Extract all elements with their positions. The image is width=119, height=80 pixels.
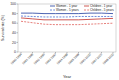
y-tick-label: 20 [12,41,16,45]
legend-swatch [84,10,89,11]
y-tick-label: 0 [14,50,16,54]
y-tick [17,32,19,33]
y-tick-label: 100 [10,2,16,6]
y-axis-label: Survival rate (%) [1,15,5,41]
lines [21,13,113,25]
y-tick [17,23,19,24]
y-tick [17,52,19,53]
legend-swatch [84,6,89,7]
series-line [21,13,113,14]
legend-swatch [50,6,55,7]
series-line [21,16,113,18]
plot-frame [18,4,116,52]
y-tick-label: 40 [12,31,16,35]
y-tick [17,4,19,5]
y-tick [17,42,19,43]
series-line [21,18,113,20]
y-tick-label: 60 [12,21,16,25]
chart: 0204060801001990-19941991-19951992-19961… [0,0,119,80]
y-tick [17,13,19,14]
legend-swatch [50,10,55,11]
legend-label: Women - 5 years [56,8,79,12]
y-tick-label: 80 [12,12,16,16]
legend-label: Children - 5 years [90,8,114,12]
x-axis-label: Year [63,74,72,79]
x-tick-label: 1998-2002 [102,52,115,65]
series-line [21,21,113,24]
